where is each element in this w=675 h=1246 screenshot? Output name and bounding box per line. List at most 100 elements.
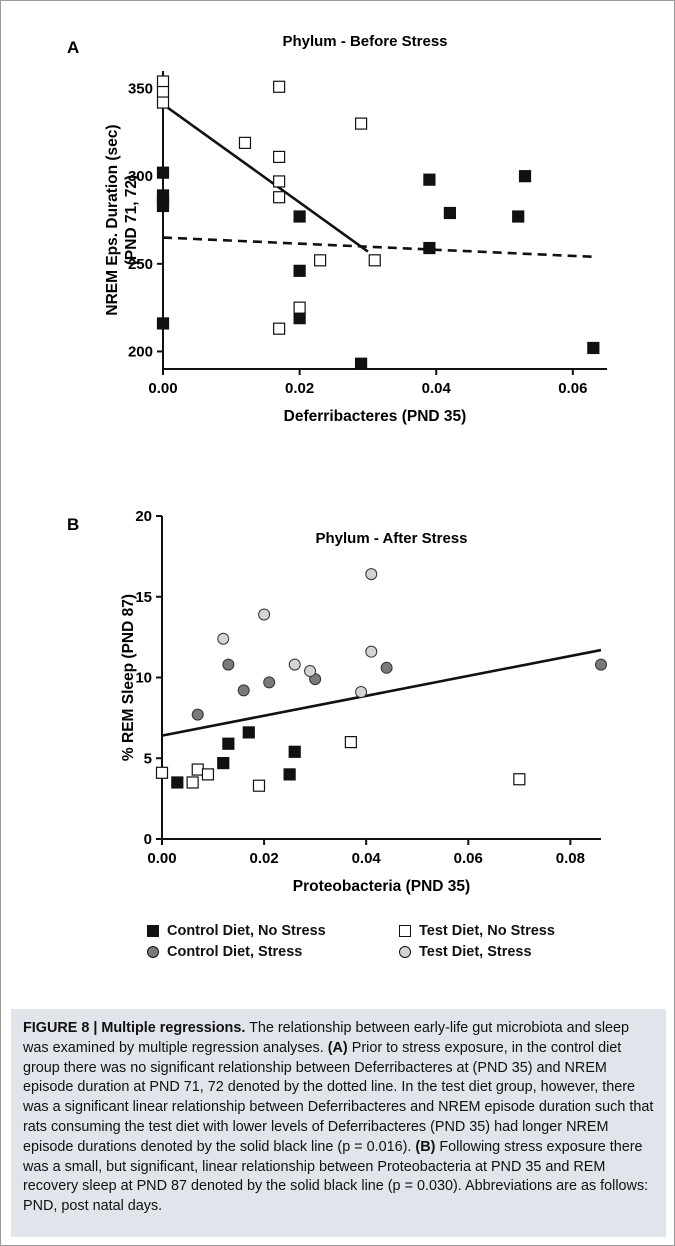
caption-text: Following stress exposure there was a sm… <box>23 1138 649 1215</box>
data-point <box>293 210 306 223</box>
y-axis-label: % REM Sleep (PND 87) <box>120 594 137 761</box>
data-point <box>365 568 378 581</box>
data-point <box>354 117 368 130</box>
data-point <box>191 763 204 776</box>
data-point <box>288 658 301 671</box>
x-tick-label: 0.02 <box>285 380 314 397</box>
regression-line-solid <box>162 103 369 253</box>
data-point <box>217 756 230 770</box>
data-point <box>263 676 276 689</box>
data-point <box>273 322 286 335</box>
data-point <box>252 779 266 792</box>
legend-item: Control Diet, No Stress <box>147 923 326 939</box>
x-tick-label: 0.00 <box>148 380 177 397</box>
data-point <box>355 686 368 699</box>
caption-label: FIGURE 8 | Multiple regressions. <box>23 1020 246 1036</box>
panel-label: A <box>67 38 79 57</box>
legend-label: Control Diet, Stress <box>167 944 303 960</box>
data-point <box>283 768 296 781</box>
data-point <box>242 726 255 739</box>
data-point <box>587 341 600 355</box>
data-point <box>423 241 436 255</box>
data-point <box>217 632 230 645</box>
data-point <box>201 768 215 781</box>
legend-swatch <box>147 925 159 937</box>
caption-text: The relationship between early-life gut … <box>23 1020 630 1056</box>
data-point <box>354 357 368 370</box>
regression-line-solid <box>161 648 602 737</box>
data-point <box>156 96 170 109</box>
data-point <box>273 80 286 93</box>
data-point <box>156 317 170 330</box>
data-point <box>288 745 301 758</box>
legend-item: Control Diet, Stress <box>147 944 302 960</box>
x-tick-label: 0.02 <box>249 850 278 867</box>
legend-label: Test Diet, Stress <box>419 944 532 960</box>
data-point <box>273 175 286 188</box>
x-tick-label: 0.08 <box>556 850 585 867</box>
y-axis-label-2: (PND 71, 72) <box>123 175 140 265</box>
legend-swatch <box>147 946 159 958</box>
y-tick-label: 5 <box>144 750 152 767</box>
data-point <box>304 665 317 678</box>
legend-item: Test Diet, Stress <box>399 944 532 960</box>
x-tick-label: 0.00 <box>147 850 176 867</box>
caption-text: Prior to stress exposure, in the control… <box>23 1039 654 1155</box>
chart-a: A Phylum - Before Stress 0.00 0.02 0.04 0.06 2… <box>67 33 607 425</box>
figure-caption: FIGURE 8 | Multiple regressions. The rel… <box>11 1009 666 1237</box>
panel-label: B <box>67 515 79 534</box>
legend-label: Control Diet, No Stress <box>167 923 326 939</box>
data-point <box>423 173 436 186</box>
data-point <box>443 206 456 220</box>
x-tick-label: 0.06 <box>558 380 587 397</box>
data-point <box>156 166 170 179</box>
x-axis-label: Deferribacteres (PND 35) <box>284 408 467 425</box>
data-point <box>171 776 184 789</box>
data-point <box>273 191 286 204</box>
data-point <box>222 658 235 671</box>
data-point <box>156 199 170 213</box>
y-tick-label: 15 <box>135 589 152 606</box>
data-point <box>156 85 170 99</box>
data-point <box>237 684 250 697</box>
data-point <box>513 773 526 786</box>
legend-swatch <box>399 925 411 937</box>
data-point <box>293 312 306 325</box>
data-point <box>595 658 607 671</box>
data-point <box>314 254 327 267</box>
data-point <box>365 645 378 658</box>
data-point <box>155 766 169 779</box>
data-point <box>222 737 235 750</box>
y-tick-label: 300 <box>128 168 153 185</box>
data-point <box>344 736 357 749</box>
caption-mark-b: (B) <box>415 1138 436 1155</box>
regression-line-dashed <box>162 236 594 259</box>
data-point <box>273 150 286 163</box>
legend: Control Diet, No Stress Test Diet, No St… <box>147 923 607 975</box>
data-point <box>186 776 199 789</box>
y-tick-label: 20 <box>135 508 152 525</box>
data-point <box>380 661 393 674</box>
legend-label: Test Diet, No Stress <box>419 923 555 939</box>
chart-title: Phylum - Before Stress <box>282 33 447 50</box>
data-point <box>512 210 525 223</box>
data-point <box>518 170 532 183</box>
x-tick-label: 0.04 <box>422 380 452 397</box>
data-point <box>238 136 252 149</box>
y-tick-label: 200 <box>128 343 153 360</box>
caption-mark-a: (A) <box>327 1039 348 1056</box>
data-point <box>258 608 271 621</box>
data-point <box>293 264 306 277</box>
data-point <box>293 301 306 314</box>
chart-b: B Phylum - After Stress 0.00 0.02 0.04 0.06 0.… <box>67 508 607 895</box>
y-tick-label: 10 <box>135 670 152 687</box>
data-point <box>368 254 381 267</box>
y-tick-label: 0 <box>144 831 152 848</box>
legend-swatch <box>399 946 411 958</box>
x-tick-label: 0.06 <box>454 850 483 867</box>
y-tick-label: 350 <box>128 81 153 98</box>
x-axis-label: Proteobacteria (PND 35) <box>293 878 470 895</box>
y-axis-label: NREM Eps. Duration (sec) <box>104 124 121 315</box>
chart-title: Phylum - After Stress <box>316 530 468 547</box>
